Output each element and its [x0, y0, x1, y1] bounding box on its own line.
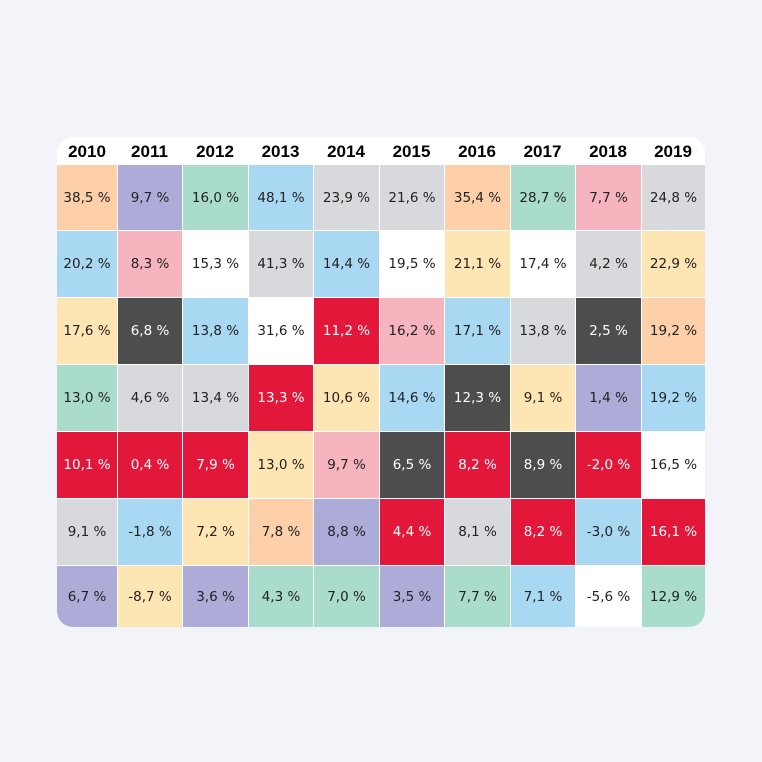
return-cell: 7,2 %: [183, 499, 248, 565]
return-cell: 13,3 %: [249, 365, 313, 431]
return-cell: 10,1 %: [57, 432, 117, 498]
year-label: 2014: [327, 142, 365, 161]
return-cell: 8,3 %: [118, 231, 182, 297]
return-cell: 3,5 %: [380, 566, 444, 627]
return-cell: 11,2 %: [314, 298, 379, 364]
return-cell: 6,7 %: [57, 566, 117, 627]
return-cell: 16,0 %: [183, 165, 248, 230]
return-cell: 19,2 %: [642, 365, 705, 431]
return-cell: 0,4 %: [118, 432, 182, 498]
return-cell: 7,1 %: [511, 566, 575, 627]
return-cell: 8,2 %: [511, 499, 575, 565]
return-cell: 4,6 %: [118, 365, 182, 431]
return-cell: 3,6 %: [183, 566, 248, 627]
return-cell: 14,6 %: [380, 365, 444, 431]
return-cell: 17,6 %: [57, 298, 117, 364]
return-cell: 8,2 %: [445, 432, 510, 498]
return-cell: 7,7 %: [576, 165, 641, 230]
return-cell: 41,3 %: [249, 231, 313, 297]
return-cell: 6,5 %: [380, 432, 444, 498]
return-cell: -3,0 %: [576, 499, 641, 565]
year-label: 2018: [589, 142, 627, 161]
return-cell: 13,0 %: [249, 432, 313, 498]
return-cell: -8,7 %: [118, 566, 182, 627]
return-cell: 9,1 %: [511, 365, 575, 431]
return-cell: 16,2 %: [380, 298, 444, 364]
return-cell: 23,9 %: [314, 165, 379, 230]
return-cell: 8,9 %: [511, 432, 575, 498]
return-cell: 38,5 %: [57, 165, 117, 230]
return-cell: 20,2 %: [57, 231, 117, 297]
return-cell: 17,1 %: [445, 298, 510, 364]
year-label: 2013: [261, 142, 300, 161]
return-cell: 16,5 %: [642, 432, 705, 498]
return-cell: 21,6 %: [380, 165, 444, 230]
return-cell: 4,3 %: [249, 566, 313, 627]
return-cell: 14,4 %: [314, 231, 379, 297]
return-cell: 7,9 %: [183, 432, 248, 498]
return-cell: 15,3 %: [183, 231, 248, 297]
return-cell: -2,0 %: [576, 432, 641, 498]
return-cell: 17,4 %: [511, 231, 575, 297]
return-cell: 7,7 %: [445, 566, 510, 627]
return-cell: 13,8 %: [511, 298, 575, 364]
return-cell: 13,0 %: [57, 365, 117, 431]
return-cell: 16,1 %: [642, 499, 705, 565]
return-cell: 7,0 %: [314, 566, 379, 627]
return-cell: 2,5 %: [576, 298, 641, 364]
return-cell: -5,6 %: [576, 566, 641, 627]
return-cell: 31,6 %: [249, 298, 313, 364]
return-cell: 9,7 %: [118, 165, 182, 230]
year-label: 2010: [68, 142, 106, 161]
return-cell: 6,8 %: [118, 298, 182, 364]
return-cell: 22,9 %: [642, 231, 705, 297]
return-cell: 19,2 %: [642, 298, 705, 364]
year-label: 2017: [523, 142, 562, 161]
year-label: 2011: [131, 142, 168, 161]
return-cell: 48,1 %: [249, 165, 313, 230]
return-cell: 4,2 %: [576, 231, 641, 297]
return-cell: 7,8 %: [249, 499, 313, 565]
return-cell: 24,8 %: [642, 165, 705, 230]
return-cell: 13,4 %: [183, 365, 248, 431]
return-cell: 21,1 %: [445, 231, 510, 297]
return-cell: 12,3 %: [445, 365, 510, 431]
year-label: 2019: [654, 142, 692, 161]
return-cell: 8,8 %: [314, 499, 379, 565]
year-label: 2012: [196, 142, 234, 161]
return-cell: 12,9 %: [642, 566, 705, 627]
return-cell: 8,1 %: [445, 499, 510, 565]
return-cell: 10,6 %: [314, 365, 379, 431]
return-cell: 4,4 %: [380, 499, 444, 565]
returns-table-card: 2010 2011 2012 2013 2014 2015 2016 2017 2018 2019…: [57, 137, 705, 627]
return-cell: 35,4 %: [445, 165, 510, 230]
return-cell: 13,8 %: [183, 298, 248, 364]
return-cell: 9,7 %: [314, 432, 379, 498]
return-cell: 1,4 %: [576, 365, 641, 431]
return-cell: 19,5 %: [380, 231, 444, 297]
year-label: 2016: [458, 142, 496, 161]
return-cell: 28,7 %: [511, 165, 575, 230]
year-header-row: 2010 2011 2012 2013 2014 2015 2016 2017 2018 2019: [57, 137, 705, 165]
year-label: 2015: [392, 142, 431, 161]
return-cell: -1,8 %: [118, 499, 182, 565]
return-cell: 9,1 %: [57, 499, 117, 565]
